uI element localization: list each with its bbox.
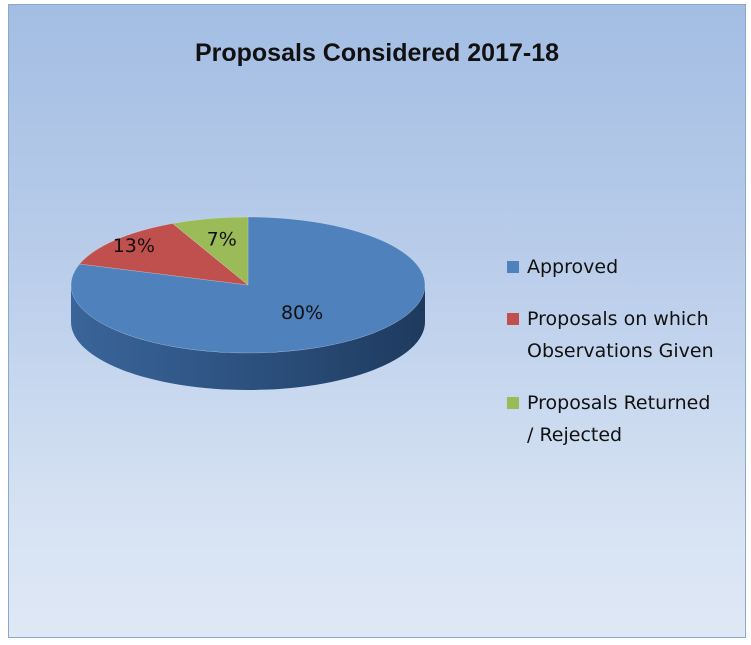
- pie-chart: 80% 13% 7%: [70, 216, 426, 390]
- pie-slice-approved: [70, 216, 426, 354]
- data-label-observations-given: 13%: [113, 235, 155, 257]
- legend-label-line-2: / Rejected: [527, 424, 623, 446]
- legend-swatch-approved: [507, 261, 519, 273]
- legend-label: Approved: [527, 256, 619, 278]
- pie-side: [71, 285, 425, 390]
- pie-top: [70, 216, 426, 354]
- legend: Approved Proposals on which Observations…: [507, 251, 747, 451]
- legend-swatch-returned-rejected: [507, 397, 519, 409]
- data-label-approved: 80%: [281, 302, 323, 324]
- pie-data-labels: 80% 13% 7%: [113, 228, 324, 324]
- legend-swatch-observations-given: [507, 313, 519, 325]
- legend-label-line-2: Observations Given: [527, 340, 714, 362]
- chart-area: Proposals Considered 2017-18 80% 13% 7% Ap…: [8, 4, 746, 638]
- chart-title: Proposals Considered 2017-18: [194, 39, 560, 67]
- legend-item-observations-given: Proposals on which Observations Given: [507, 303, 747, 367]
- legend-label-line-1: Proposals Returned: [527, 392, 711, 414]
- pie-slice-returned-rejected: [172, 216, 249, 286]
- pie-slice-observations-given: [79, 223, 249, 286]
- legend-item-approved: Approved: [507, 251, 747, 283]
- data-label-returned-rejected: 7%: [207, 228, 237, 250]
- legend-label-line-1: Proposals on which: [527, 308, 709, 330]
- pie-side-wall: [71, 285, 425, 390]
- legend-item-returned-rejected: Proposals Returned / Rejected: [507, 387, 747, 451]
